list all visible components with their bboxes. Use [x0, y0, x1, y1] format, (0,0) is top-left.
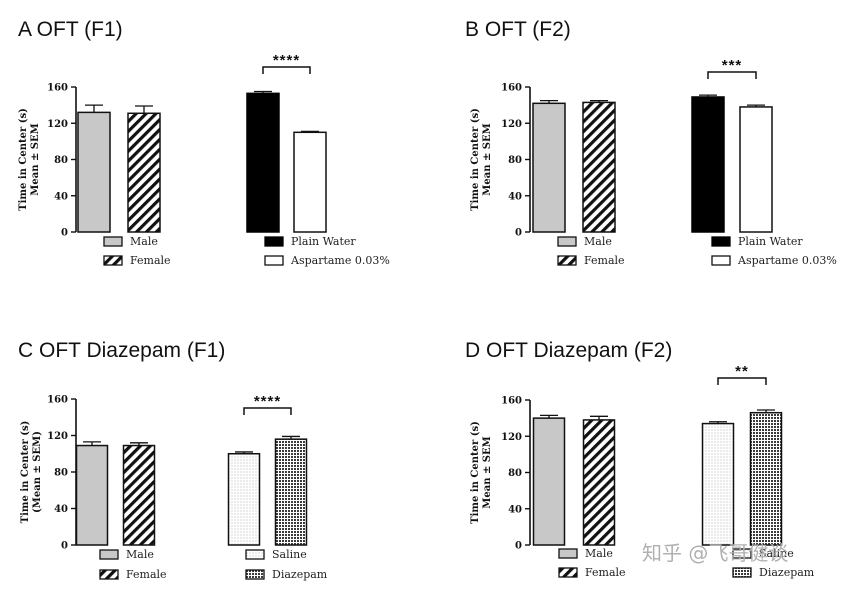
legend-swatch [558, 567, 578, 578]
y-tick-label: 120 [501, 432, 522, 443]
y-tick-label: 80 [54, 155, 68, 166]
bar [701, 422, 735, 546]
legend-swatch [711, 236, 731, 247]
y-axis-label: Mean ± SEM [482, 436, 493, 508]
significance-bracket [262, 66, 311, 74]
y-tick-label: 40 [54, 504, 68, 515]
legend-swatch [732, 548, 752, 559]
significance-label: **** [254, 393, 281, 410]
bar [691, 96, 725, 233]
legend-swatch [264, 236, 284, 247]
y-tick-label: 160 [47, 83, 68, 94]
y-tick-label: 40 [54, 191, 68, 202]
panel-C: C OFT Diazepam (F1) 0 40 80 120 160 Time in Ce… [18, 339, 328, 581]
legend-swatch [103, 255, 123, 266]
legend-label: Aspartame 0.03% [737, 254, 837, 267]
legend-label: Male [584, 235, 612, 248]
y-tick-label: 120 [501, 119, 522, 130]
legend-label: Aspartame 0.03% [290, 254, 390, 267]
legend-label: Plain Water [738, 235, 803, 248]
significance-bracket [243, 407, 292, 415]
legend-swatch [557, 255, 577, 266]
legend-swatch [732, 567, 752, 578]
legend-label: Female [584, 254, 625, 267]
legend-swatch [264, 255, 284, 266]
significance-bracket [717, 377, 767, 385]
panel-title: B OFT (F2) [465, 18, 571, 41]
panel-title: C OFT Diazepam (F1) [18, 339, 225, 362]
bar [582, 101, 616, 233]
bar [739, 106, 773, 233]
bar [75, 444, 109, 546]
bar [532, 102, 566, 233]
y-tick-label: 80 [508, 155, 522, 166]
y-axis-label: Time in Center (s) [20, 421, 31, 524]
legend-swatch [245, 549, 265, 560]
legend-swatch [711, 255, 731, 266]
legend-swatch [558, 548, 578, 559]
y-tick-label: 40 [508, 504, 522, 515]
y-tick-label: 0 [515, 228, 522, 239]
panel-D: D OFT Diazepam (F2) 0 40 80 120 160 Time in Ce… [465, 339, 815, 579]
y-tick-label: 120 [47, 431, 68, 442]
legend-swatch [557, 236, 577, 247]
legend-swatch [103, 236, 123, 247]
y-axis-label: Time in Center (s) [470, 421, 481, 524]
watermark: 知乎 @飞哥健谈 [642, 541, 788, 565]
bar [532, 417, 566, 546]
legend-label: Saline [759, 547, 794, 560]
y-tick-label: 0 [61, 541, 68, 552]
legend-label: Male [585, 547, 613, 560]
y-tick-label: 0 [61, 228, 68, 239]
panel-title: D OFT Diazepam (F2) [465, 339, 672, 362]
bar [274, 438, 308, 546]
bar [127, 112, 161, 233]
y-tick-label: 160 [47, 395, 68, 406]
legend-label: Plain Water [291, 235, 356, 248]
y-axis-label: Time in Center (s) [18, 108, 29, 211]
legend-label: Male [126, 548, 154, 561]
bar [582, 419, 616, 546]
legend-label: Male [130, 235, 158, 248]
bar [227, 453, 261, 546]
significance-label: **** [273, 52, 300, 69]
panel-title: A OFT (F1) [18, 18, 123, 41]
legend-swatch [99, 569, 119, 580]
y-axis-label: Mean ± SEM [482, 123, 493, 195]
legend-label: Saline [272, 548, 307, 561]
y-tick-label: 160 [501, 83, 522, 94]
significance-bracket [707, 71, 757, 79]
y-tick-label: 40 [508, 191, 522, 202]
y-axis-label: (Mean ± SEM) [32, 431, 43, 513]
bar [293, 131, 327, 233]
bar [77, 111, 111, 233]
y-axis-label: Mean ± SEM [30, 123, 41, 195]
bar [749, 411, 783, 546]
legend-label: Female [126, 568, 167, 581]
y-tick-label: 160 [501, 396, 522, 407]
y-tick-label: 80 [54, 468, 68, 479]
bar [122, 444, 156, 546]
legend-label: Female [585, 566, 626, 579]
legend-label: Female [130, 254, 171, 267]
y-axis-label: Time in Center (s) [470, 108, 481, 211]
legend-label: Diazepam [272, 568, 328, 581]
y-tick-label: 80 [508, 468, 522, 479]
legend-swatch [99, 549, 119, 560]
significance-label: *** [722, 57, 743, 74]
y-tick-label: 120 [47, 119, 68, 130]
legend-swatch [245, 569, 265, 580]
bar [246, 92, 280, 233]
y-tick-label: 0 [515, 541, 522, 552]
significance-label: ** [735, 363, 749, 380]
legend-label: Diazepam [759, 566, 815, 579]
